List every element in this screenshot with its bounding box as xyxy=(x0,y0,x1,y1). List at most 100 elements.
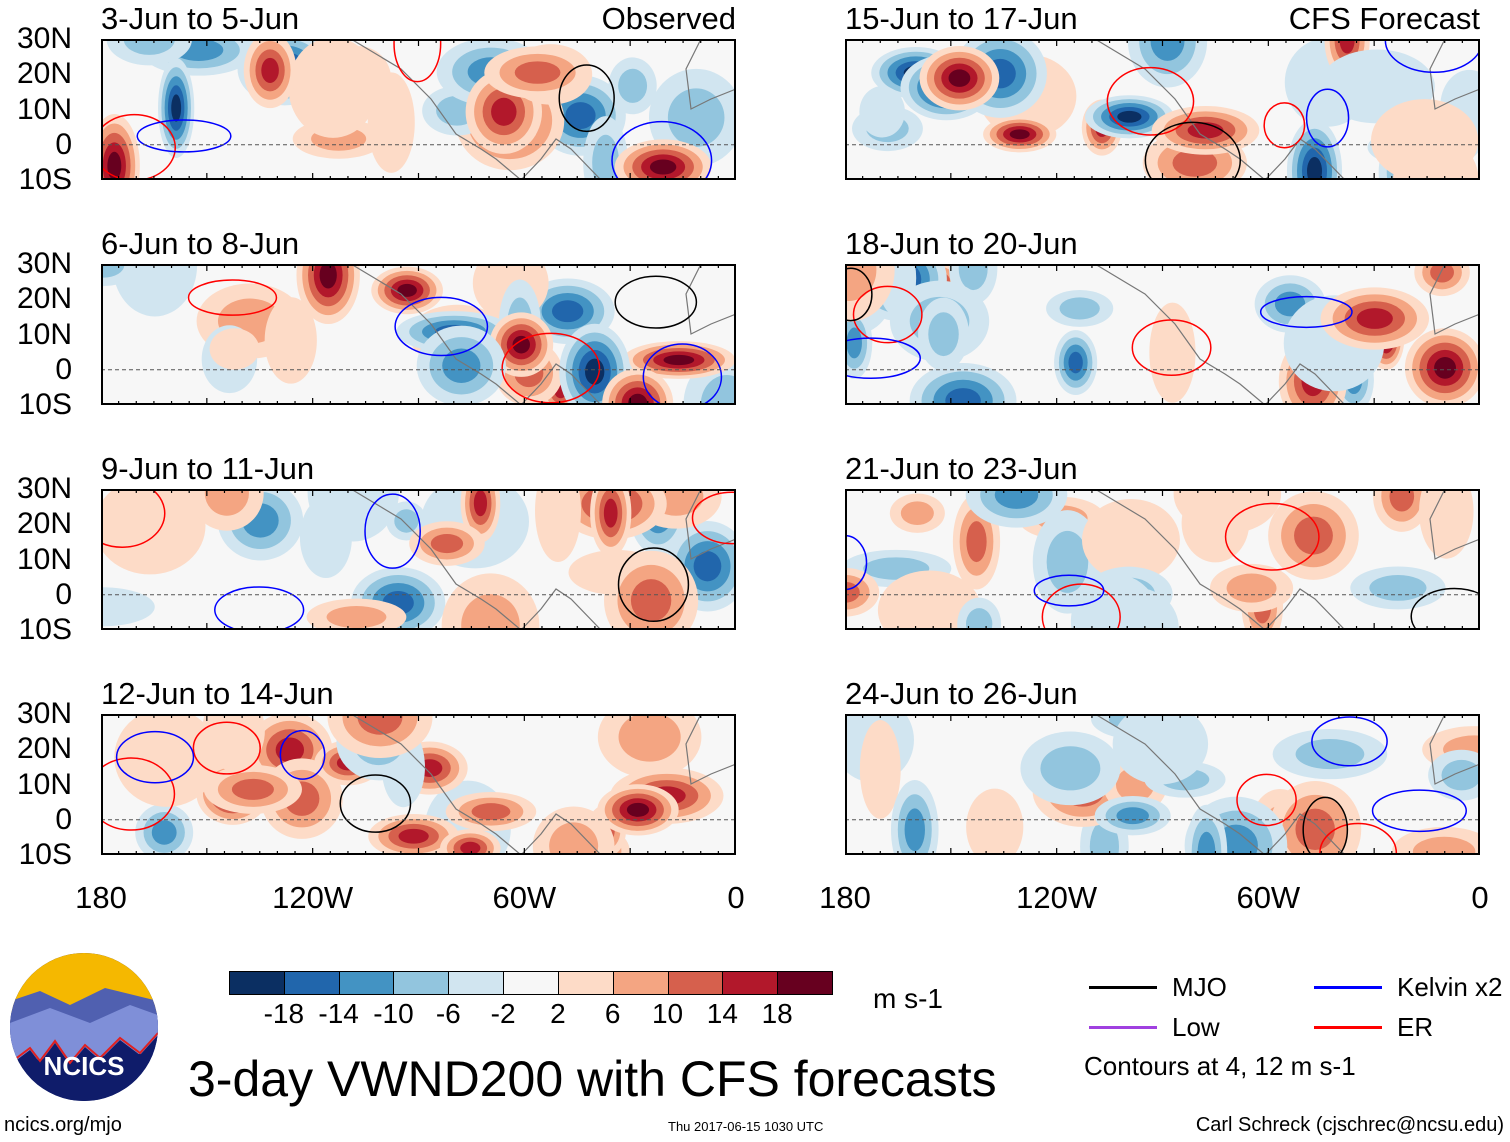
anomaly-shading xyxy=(1112,714,1209,785)
y-tick-label: 10N xyxy=(16,92,72,126)
anomaly-shading xyxy=(1059,297,1100,320)
colorbar-label: 10 xyxy=(651,998,684,1029)
mjo-contour xyxy=(339,774,412,833)
anomaly-shading xyxy=(846,327,862,359)
coastline xyxy=(1094,264,1480,405)
er-contour xyxy=(192,721,261,775)
anomaly-shading xyxy=(209,328,260,370)
panel-title: 12-Jun to 14-Jun xyxy=(101,676,334,711)
colorbar-swatch xyxy=(338,971,395,995)
kelvin-contour xyxy=(364,493,421,569)
anomaly-shading xyxy=(1081,498,1180,582)
legend-line-low xyxy=(1089,1026,1157,1029)
anomaly-shading xyxy=(1434,357,1456,379)
anomaly-shading xyxy=(1430,264,1454,283)
website-link[interactable]: ncics.org/mjo xyxy=(4,1114,122,1136)
anomaly-shading xyxy=(107,151,122,180)
colorbar-swatch xyxy=(283,971,340,995)
anomaly-shading xyxy=(966,788,1024,855)
x-tick-label: 120W xyxy=(272,880,354,915)
observed-label: Observed xyxy=(601,1,736,36)
anomaly-shading xyxy=(693,551,722,582)
logo-text: NCICS xyxy=(43,1051,125,1081)
coastline xyxy=(350,489,736,630)
er-contour xyxy=(101,489,166,548)
y-tick-label: 10S xyxy=(18,388,72,421)
vwnd-map xyxy=(845,264,1480,405)
panel-title: 9-Jun to 11-Jun xyxy=(101,451,315,486)
anomaly-shading xyxy=(994,489,1039,509)
anomaly-shading xyxy=(430,534,464,554)
anomaly-shading xyxy=(171,94,182,122)
y-tick-label: 30N xyxy=(16,472,72,505)
y-tick-label: 30N xyxy=(16,247,72,280)
coastline xyxy=(350,39,736,180)
y-tick-label: 10S xyxy=(18,613,72,646)
anomaly-shading xyxy=(618,68,648,103)
anomaly-shading xyxy=(667,88,725,147)
anomaly-shading xyxy=(491,97,517,126)
kelvin-contour xyxy=(1305,88,1350,148)
er-contour xyxy=(1224,502,1320,571)
anomaly-shading xyxy=(904,808,925,852)
mjo-contour xyxy=(614,275,698,329)
vwnd-map xyxy=(101,489,736,630)
y-tick-label: 0 xyxy=(55,577,72,611)
map-panel xyxy=(101,264,736,405)
anomaly-shading xyxy=(1441,759,1480,791)
mjo-contour xyxy=(1302,796,1349,855)
anomaly-shading xyxy=(264,297,317,384)
anomaly-shading xyxy=(397,283,417,297)
map-panel xyxy=(845,39,1480,180)
map-panel xyxy=(101,39,736,180)
kelvin-contour xyxy=(1311,716,1388,767)
anomaly-shading xyxy=(1339,39,1355,54)
anomaly-shading xyxy=(1197,831,1216,855)
anomaly-shading xyxy=(966,608,993,630)
anomaly-shading xyxy=(398,828,429,844)
anomaly-shading xyxy=(1150,39,1185,61)
anomaly-shading xyxy=(112,264,198,317)
er-contour xyxy=(393,39,442,83)
anomaly-shading xyxy=(460,841,481,855)
y-tick-label: 10N xyxy=(16,542,72,576)
colorbar-swatch xyxy=(503,971,559,995)
anomaly-shading xyxy=(900,501,934,526)
anomaly-shading xyxy=(1116,807,1149,825)
legend-label: MJO xyxy=(1172,972,1227,1002)
coastline xyxy=(350,714,736,855)
anomaly-shading xyxy=(859,85,905,138)
colorbar-label: 18 xyxy=(761,998,793,1029)
kelvin-contour xyxy=(642,343,723,405)
anomaly-shading xyxy=(1356,308,1393,329)
y-tick-label: 20N xyxy=(16,507,72,541)
anomaly-shading xyxy=(1149,302,1196,403)
anomaly-shading xyxy=(966,521,987,563)
legend-line-mjo xyxy=(1089,986,1157,989)
er-contour xyxy=(852,285,923,344)
anomaly-shading xyxy=(1295,808,1335,850)
units-label: m s-1 xyxy=(873,983,943,1014)
y-tick-label: 0 xyxy=(55,352,72,386)
anomaly-shading xyxy=(1371,99,1479,180)
map-panel xyxy=(845,714,1480,855)
kelvin-contour xyxy=(115,730,195,784)
er-contour xyxy=(1106,66,1195,136)
colorbar-swatch xyxy=(557,971,614,995)
anomaly-shading xyxy=(1307,156,1323,180)
anomaly-shading xyxy=(1046,530,1089,593)
x-tick-label: 60W xyxy=(1236,880,1301,915)
colorbar-swatch xyxy=(667,971,724,995)
anomaly-shading xyxy=(512,335,530,354)
anomaly-shading xyxy=(461,594,520,630)
er-contour xyxy=(691,491,736,545)
forecast-label: CFS Forecast xyxy=(1288,1,1480,36)
anomaly-shading xyxy=(1117,110,1142,123)
kelvin-contour xyxy=(845,337,921,380)
anomaly-shading xyxy=(630,579,672,622)
colorbar-label: -6 xyxy=(435,998,461,1029)
anomaly-shading xyxy=(326,606,387,629)
panel-title: 6-Jun to 8-Jun xyxy=(101,226,300,261)
anomaly-shading xyxy=(473,489,488,517)
y-tick-label: 30N xyxy=(16,22,72,55)
